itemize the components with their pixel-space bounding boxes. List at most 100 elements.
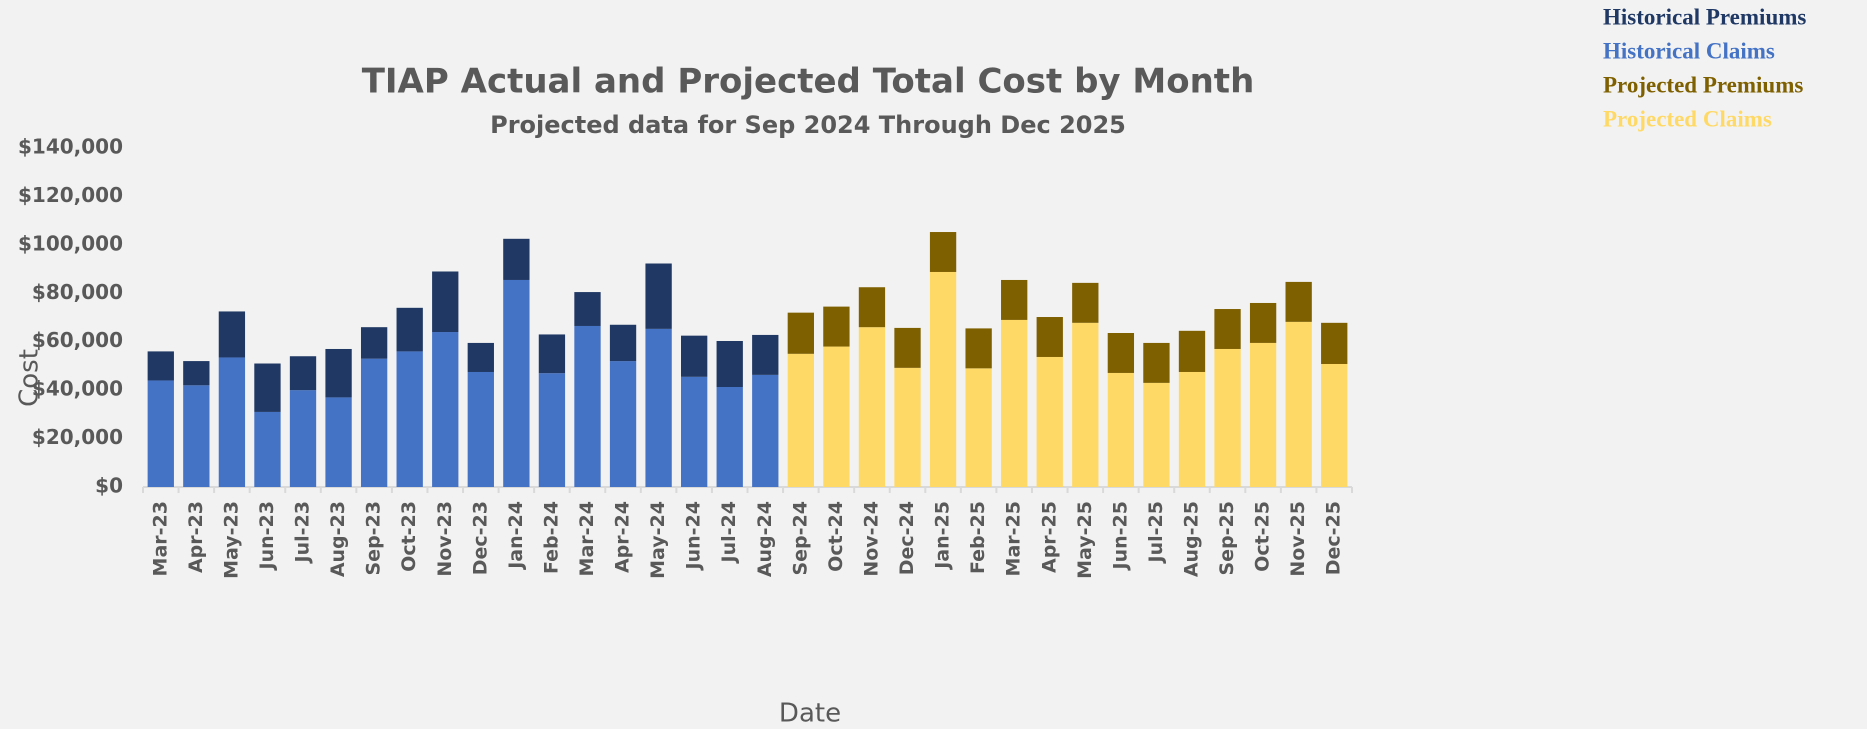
x-tick-label: Dec-23: [469, 501, 491, 575]
x-tick-label: Sep-25: [1216, 501, 1238, 576]
x-tick-label: Dec-24: [896, 501, 918, 575]
bar-segment: [645, 328, 672, 487]
bar-segment: [538, 334, 566, 374]
y-tick-label: $140,000: [18, 135, 123, 159]
bar-segment: [1001, 279, 1028, 320]
bar-segment: [1214, 309, 1241, 349]
bar-segment: [254, 363, 281, 412]
bar-segment: [183, 385, 210, 487]
bar-segment: [432, 271, 459, 333]
bar-segment: [965, 328, 992, 369]
bar-segment: [929, 232, 957, 272]
x-tick-label: Mar-24: [576, 501, 598, 576]
bar-segment: [787, 312, 814, 354]
bar-segment: [1285, 321, 1312, 487]
x-tick-label: Nov-25: [1287, 501, 1309, 577]
x-tick-label: Oct-24: [825, 501, 847, 572]
y-tick-label: $0: [95, 474, 123, 498]
bar-segment: [716, 386, 743, 487]
chart-subtitle: Projected data for Sep 2024 Through Dec …: [490, 111, 1126, 139]
bar-segment: [752, 374, 779, 487]
bar-segment: [1036, 356, 1063, 487]
bar-segment: [538, 373, 566, 487]
x-tick-label: Mar-25: [1003, 501, 1025, 576]
bar-segment: [1072, 282, 1099, 323]
bar-segment: [503, 279, 530, 487]
bar-segment: [254, 411, 281, 487]
x-tick-label: Mar-23: [149, 501, 171, 576]
bar-segment: [503, 238, 530, 280]
x-tick-label: Oct-23: [398, 501, 420, 572]
bar-segment: [1321, 363, 1348, 487]
x-tick-label: Feb-25: [967, 501, 989, 574]
bar-segment: [467, 342, 494, 372]
bar-segment: [1072, 322, 1099, 487]
x-tick-label: Jul-25: [1145, 501, 1167, 564]
bar-segment: [894, 367, 921, 487]
y-axis-label: Cost: [15, 349, 45, 407]
x-tick-label: May-25: [1074, 501, 1096, 579]
bar-segment: [681, 335, 708, 377]
bar-segment: [289, 390, 317, 487]
legend-label: Projected Premiums: [1603, 72, 1803, 97]
bar-segment: [1143, 382, 1170, 487]
y-tick-label: $80,000: [32, 280, 123, 304]
bar-segment: [147, 351, 174, 381]
x-tick-label: Aug-24: [754, 501, 776, 577]
y-tick-label: $120,000: [18, 183, 123, 207]
bar-segment: [1285, 281, 1312, 322]
bar-segment: [823, 346, 850, 487]
x-tick-label: Jan-25: [932, 501, 954, 571]
x-tick-label: Feb-24: [540, 501, 562, 574]
bar-segment: [1107, 332, 1135, 373]
y-tick-label: $40,000: [32, 377, 123, 401]
bar-segment: [1214, 348, 1241, 487]
x-tick-label: Dec-25: [1323, 501, 1345, 575]
x-tick-label: Sep-23: [363, 501, 385, 576]
bar-segment: [432, 332, 459, 487]
bar-segment: [965, 368, 992, 487]
bar-segment: [858, 287, 886, 328]
bar-segment: [1178, 330, 1206, 372]
legend-label: Historical Claims: [1603, 38, 1775, 63]
x-tick-label: Jun-23: [256, 501, 278, 571]
x-tick-label: Aug-25: [1180, 501, 1202, 577]
x-tick-label: Jun-25: [1109, 501, 1131, 571]
bar-segment: [396, 351, 423, 487]
x-tick-label: Aug-23: [327, 501, 349, 577]
x-tick-label: May-23: [220, 501, 242, 579]
y-tick-label: $20,000: [32, 425, 123, 449]
bar-segment: [681, 376, 708, 487]
x-tick-label: Apr-25: [1038, 501, 1060, 573]
bar-segment: [645, 263, 672, 329]
bar-segment: [574, 292, 601, 326]
bar-segment: [325, 348, 352, 398]
bar-segment: [360, 327, 388, 359]
bar-segment: [894, 327, 921, 368]
x-tick-label: Nov-23: [434, 501, 456, 577]
bar-segment: [609, 324, 637, 362]
bar-segment: [183, 361, 210, 386]
bar-segment: [1107, 372, 1135, 487]
bar-segment: [1249, 342, 1277, 487]
x-tick-label: May-24: [647, 501, 669, 579]
chart-title: TIAP Actual and Projected Total Cost by …: [362, 62, 1255, 102]
y-tick-label: $100,000: [18, 231, 123, 255]
x-tick-label: Nov-24: [860, 501, 882, 577]
bar-segment: [752, 334, 779, 375]
bar-segment: [929, 271, 957, 487]
x-axis-label: Date: [779, 699, 841, 729]
bar-segment: [1036, 317, 1063, 357]
x-tick-label: Jun-24: [683, 501, 705, 571]
bar-segment: [218, 311, 246, 358]
bar-segment: [858, 327, 886, 487]
bar-segment: [1001, 319, 1028, 487]
x-tick-label: Jul-23: [292, 501, 314, 564]
bar-segment: [289, 356, 317, 391]
bar-segment: [609, 361, 637, 487]
legend-label: Historical Premiums: [1603, 4, 1806, 29]
x-tick-label: Apr-23: [185, 501, 207, 573]
bar-segment: [467, 371, 494, 487]
